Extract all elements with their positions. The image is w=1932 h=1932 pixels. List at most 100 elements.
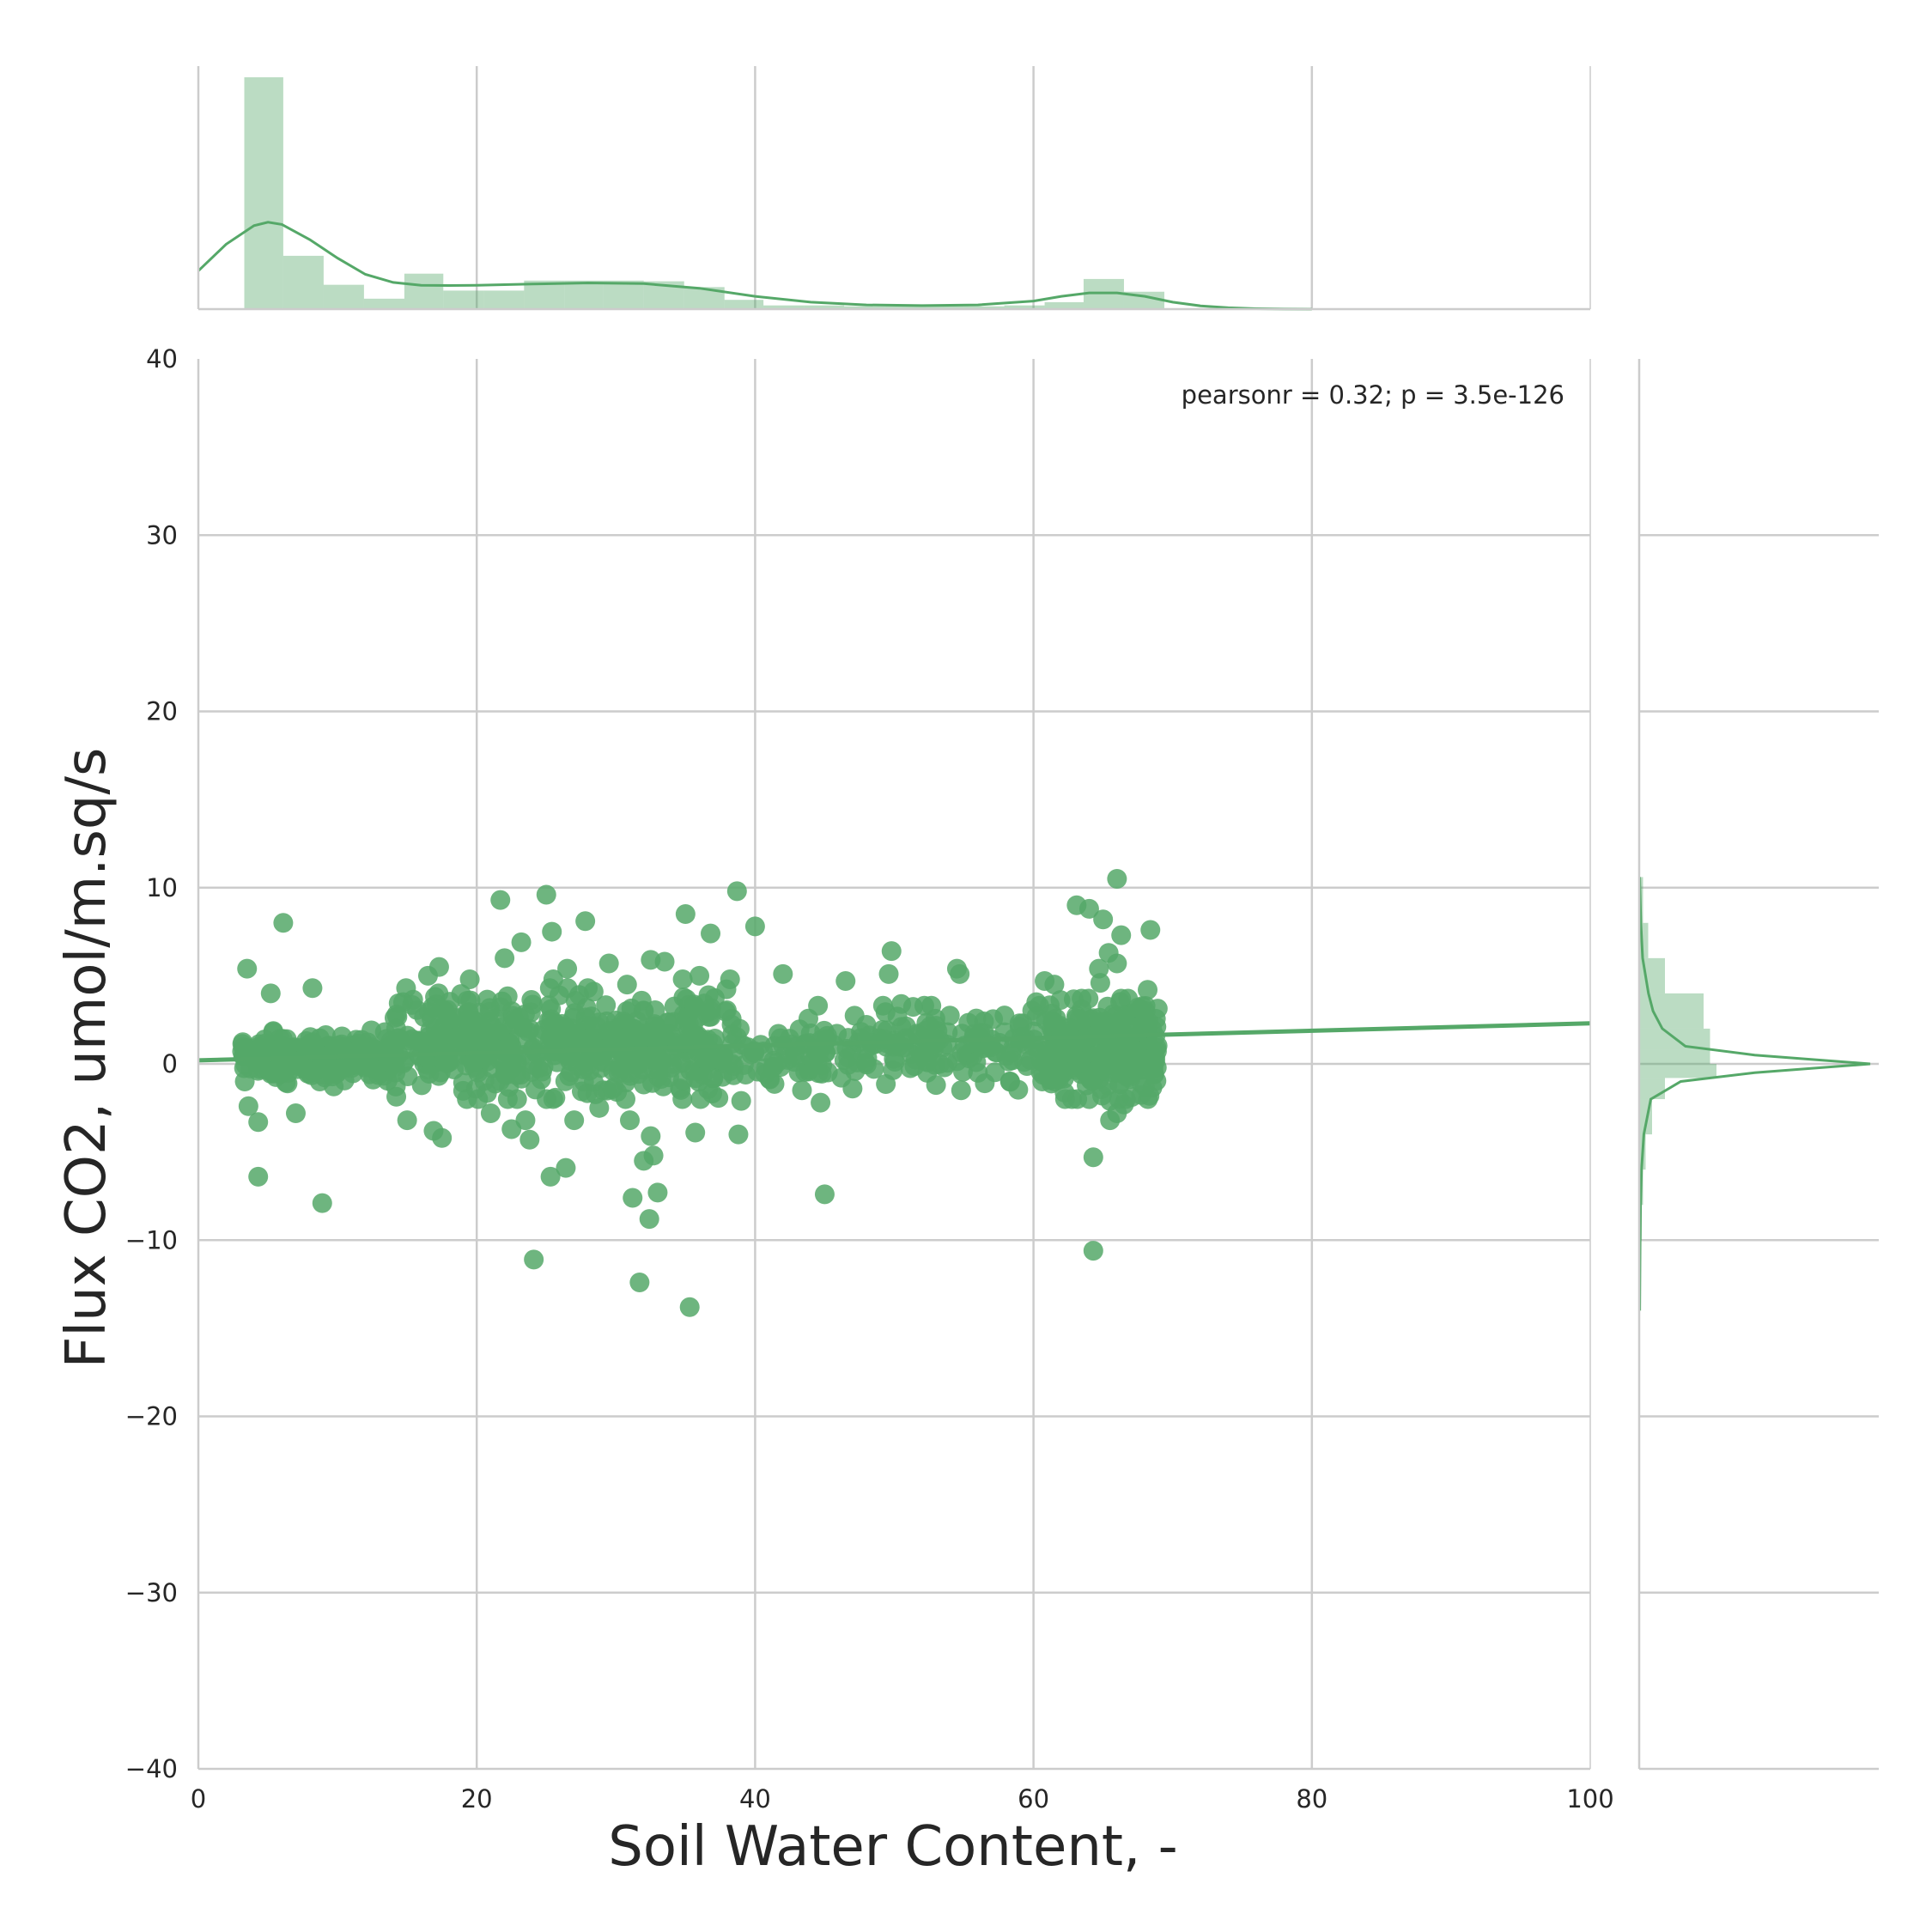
right-hist-bar <box>1639 1049 1710 1064</box>
scatter-point <box>495 948 515 969</box>
right-marginal <box>1637 359 1879 1771</box>
scatter-point <box>1044 975 1065 995</box>
x-tick-label: 40 <box>739 1784 771 1814</box>
scatter-point <box>260 983 281 1004</box>
scatter-point <box>1083 1147 1103 1168</box>
scatter-point <box>1026 992 1047 1012</box>
right-hist-bar <box>1639 1064 1716 1078</box>
main-gridlines <box>198 359 1590 1769</box>
scatter-point <box>685 1122 706 1143</box>
scatter-point <box>1147 999 1168 1019</box>
scatter-point <box>881 941 902 962</box>
top-hist-bar <box>844 306 885 309</box>
scatter-point <box>571 1081 592 1102</box>
scatter-point <box>565 990 586 1011</box>
top-hist-bar <box>483 290 525 309</box>
right-marginal-gridlines <box>1639 534 1879 1594</box>
scatter-point <box>1053 1030 1073 1050</box>
scatter-point <box>459 969 480 989</box>
scatter-point <box>647 1018 667 1039</box>
y-tick-label: −40 <box>125 1754 178 1783</box>
scatter-point <box>699 1006 720 1027</box>
x-tick-label: 60 <box>1018 1784 1049 1814</box>
right-marginal-spines <box>1637 359 1879 1771</box>
top-hist-bar <box>1044 301 1084 309</box>
scatter-point <box>623 1188 643 1208</box>
x-tick-label: 100 <box>1566 1784 1613 1814</box>
scatter-point <box>1054 1061 1075 1082</box>
scatter-point <box>1054 1089 1075 1109</box>
scatter-point <box>479 998 500 1018</box>
scatter-point <box>334 1070 355 1091</box>
scatter-point <box>692 1033 713 1054</box>
top-hist-bar <box>923 306 964 309</box>
y-tick-label: −10 <box>125 1225 178 1255</box>
top-marginal-spines <box>197 66 1591 311</box>
scatter-point <box>543 969 563 989</box>
scatter-point <box>296 1030 317 1051</box>
scatter-point <box>501 1014 522 1035</box>
right-kde-curve <box>1638 877 1871 1311</box>
scatter-point <box>541 999 562 1019</box>
scatter-point <box>337 1054 358 1074</box>
scatter-point <box>1090 1012 1110 1032</box>
scatter-point <box>966 1052 987 1072</box>
scatter-point <box>1140 920 1161 940</box>
scatter-point <box>1113 1005 1133 1025</box>
top-hist-bar <box>603 280 644 309</box>
scatter-point <box>524 1249 544 1270</box>
scatter-point <box>811 1092 831 1113</box>
scatter-point <box>468 1089 489 1109</box>
scatter-point <box>497 986 518 1006</box>
scatter-point <box>617 975 637 995</box>
y-tick-label: 30 <box>146 520 178 550</box>
scatter-point <box>232 1041 252 1061</box>
scatter-point <box>563 1007 584 1028</box>
top-marginal <box>197 66 1591 311</box>
scatter-point <box>397 1110 417 1131</box>
scatter-point <box>883 1060 903 1080</box>
scatter-point <box>835 971 856 992</box>
scatter-point <box>604 1047 624 1067</box>
scatter-point <box>1063 989 1084 1010</box>
scatter-point <box>891 993 912 1014</box>
scatter-point <box>1090 973 1110 993</box>
scatter-point <box>647 1182 668 1203</box>
scatter-point <box>302 978 323 999</box>
scatter-point <box>701 923 721 944</box>
scatter-point <box>654 951 675 972</box>
scatter-point <box>248 1112 269 1133</box>
x-tick-label: 0 <box>191 1784 206 1814</box>
scatter-point <box>523 1037 544 1058</box>
scatter-point <box>1026 1006 1047 1027</box>
scatter-point <box>302 1061 323 1082</box>
scatter-point <box>817 1025 837 1046</box>
scatter-point <box>1078 898 1099 919</box>
scatter-point <box>511 932 532 952</box>
scatter-point <box>604 1077 624 1097</box>
scatter-point <box>975 1073 995 1094</box>
scatter-point <box>269 1039 289 1060</box>
scatter-point <box>312 1193 332 1213</box>
scatter-point <box>506 1065 526 1085</box>
scatter-point <box>626 1054 647 1075</box>
scatter-point <box>914 995 934 1016</box>
scatter-point <box>1134 1077 1155 1097</box>
scatter-point <box>617 1000 637 1021</box>
scatter-point <box>1127 1044 1148 1065</box>
scatter-point <box>237 958 258 979</box>
top-hist-bar <box>443 290 484 309</box>
scatter-point <box>703 1068 724 1089</box>
x-tick-labels: 0 20 40 60 80 100 <box>191 1784 1614 1814</box>
top-hist-bar <box>963 306 1005 309</box>
scatter-point <box>374 1022 395 1042</box>
scatter-point <box>542 921 562 942</box>
scatter-point <box>842 1078 863 1099</box>
scatter-point <box>557 958 578 979</box>
scatter-point <box>1002 1050 1023 1071</box>
top-hist-bar <box>283 255 324 309</box>
scatter-point <box>1078 1089 1099 1109</box>
scatter-point <box>684 996 705 1017</box>
scatter-point <box>929 1054 950 1074</box>
scatter-point <box>814 1184 835 1205</box>
